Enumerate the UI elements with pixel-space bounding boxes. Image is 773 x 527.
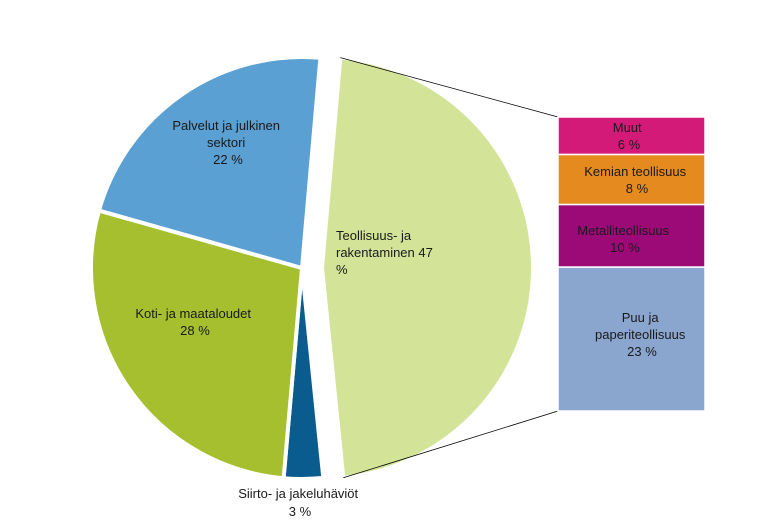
bar-label-puu: Puu ja paperiteollisuus 23 % [595,310,689,359]
bar-label-kemian: Kemian teollisuus 8 % [584,164,690,196]
bar-segment-1 [557,153,706,206]
breakdown-bar [557,116,706,412]
bar-segment-2 [557,203,706,268]
bar-label-metalli: Metalliteollisuus 10 % [577,223,672,255]
pie-slice-3 [96,55,323,271]
slice-label-palvelut: Palvelut ja julkinen sektori 22 % [172,118,283,167]
slice-label-siirto: Siirto- ja jakeluhäviöt 3 % [238,486,362,519]
slice-label-teollisuus: Teollisuus- ja rakentaminen 47 % [336,228,436,277]
labels: Teollisuus- ja rakentaminen 47 % Siirto-… [135,118,690,519]
connector-line-1 [343,410,559,479]
pie-slices [89,55,535,481]
connector-line-0 [340,57,559,118]
connector-lines [340,57,559,479]
pie-slice-2 [89,208,305,481]
slice-label-koti: Koti- ja maataloudet 28 % [135,306,254,338]
bar-segment-3 [557,266,706,412]
pie-slice-0 [319,55,535,480]
bar-label-muut: Muut 6 % [613,120,646,152]
